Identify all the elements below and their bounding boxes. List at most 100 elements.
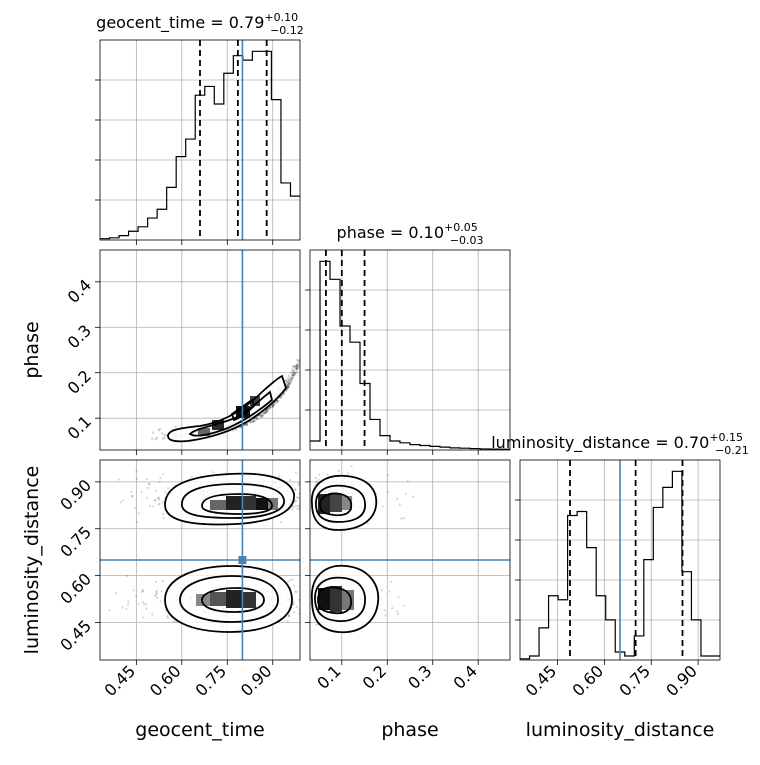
scatter-point (289, 380, 292, 384)
scatter-point (162, 517, 165, 520)
axis-label-geocent_time: geocent_time (135, 719, 264, 741)
truth-marker (238, 556, 247, 564)
scatter-point (287, 374, 290, 378)
scatter-point (155, 589, 158, 592)
title-geocent_time: geocent_time = 0.79+0.10 −0.12 (96, 11, 304, 37)
scatter-point (264, 409, 268, 413)
scatter-point (287, 377, 290, 380)
scatter-point (251, 420, 255, 424)
scatter-point (350, 465, 353, 468)
scatter-point (275, 400, 278, 403)
scatter-point (295, 365, 298, 368)
contour-pl-top-inner (319, 492, 353, 517)
contour-gp-inner (230, 398, 256, 422)
scatter-point (160, 589, 163, 593)
scatter-point (244, 423, 247, 426)
scatter-point (246, 423, 249, 426)
scatter-point (174, 425, 177, 428)
scatter-point (294, 488, 297, 491)
scatter-point (141, 589, 144, 592)
axis-label-phase-y: phase (21, 321, 43, 378)
scatter-point (260, 415, 263, 418)
scatter-point (296, 364, 299, 367)
scatter-point (287, 383, 290, 387)
scatter-point (285, 378, 288, 382)
scatter-point (297, 496, 300, 499)
scatter-point (271, 405, 274, 408)
scatter-point (140, 590, 144, 594)
scatter-point (287, 615, 290, 618)
scatter-point (296, 496, 299, 499)
scatter-point (388, 590, 391, 593)
scatter-point (167, 487, 170, 490)
scatter-point (271, 404, 274, 407)
tick-label-luminosity_distance: 0.75 (56, 522, 95, 561)
scatter-point (158, 427, 162, 431)
scatter-point (252, 419, 255, 423)
axis-label-luminosity_distance-y: luminosity_distance (21, 466, 43, 655)
scatter-point (161, 472, 165, 476)
scatter-point (287, 613, 291, 617)
scatter-point (141, 589, 144, 592)
scatter-point (381, 505, 384, 508)
panel-frame (309, 249, 511, 451)
tick-label-geocent_time: 0.45 (101, 661, 140, 700)
scatter-point (271, 404, 275, 407)
scatter-point (291, 508, 294, 511)
tick-label-geocent_time: 0.75 (191, 661, 230, 700)
scatter-point (135, 469, 138, 472)
scatter-point (295, 364, 298, 367)
tick-label-phase: 0.2 (359, 661, 390, 692)
scatter-point (131, 495, 134, 498)
tick-label-luminosity_distance: 0.60 (56, 569, 95, 608)
contour-gl-top-outer (164, 472, 295, 526)
tick-label-luminosity_distance: 0.75 (615, 661, 654, 700)
scatter-point (347, 472, 350, 475)
scatter-point (275, 401, 279, 404)
tick-label-phase: 0.3 (404, 661, 435, 692)
scatter-point (120, 501, 123, 504)
scatter-point (161, 513, 165, 516)
title-phase: phase = 0.10+0.05 −0.03 (337, 221, 484, 247)
scatter-point (174, 620, 177, 623)
scatter-point (295, 367, 299, 370)
scatter-point (259, 414, 262, 417)
scatter-point (132, 589, 135, 592)
scatter-point (151, 437, 154, 440)
scatter-point (135, 477, 138, 480)
contour-gl-bot-outer (164, 565, 293, 633)
scatter-point (292, 372, 295, 375)
scatter-point (255, 417, 259, 420)
scatter-point (295, 499, 298, 503)
scatter-point (146, 496, 149, 499)
scatter-point (244, 423, 247, 427)
scatter-point (142, 603, 146, 606)
scatter-point (292, 373, 296, 377)
scatter-point (270, 406, 274, 409)
scatter-point (314, 476, 317, 480)
scatter-point (293, 611, 296, 614)
scatter-point (163, 436, 166, 439)
scatter-point (276, 399, 279, 403)
scatter-point (252, 419, 256, 423)
scatter-point (289, 376, 292, 379)
scatter-point (292, 364, 295, 368)
axis-label-phase: phase (381, 719, 438, 741)
scatter-point (295, 364, 298, 368)
scatter-point (289, 478, 292, 482)
scatter-point (145, 603, 148, 606)
scatter-point (148, 483, 151, 486)
scatter-point (297, 359, 300, 362)
scatter-point (292, 372, 295, 375)
scatter-point (390, 580, 393, 583)
contour-gl-bot-inner (201, 587, 265, 613)
scatter-point (294, 366, 297, 369)
scatter-point (151, 613, 154, 616)
scatter-point (404, 492, 407, 495)
scatter-point (166, 615, 169, 618)
scatter-point (157, 496, 160, 499)
scatter-point (286, 385, 290, 389)
scatter-point (366, 522, 369, 525)
tick-label-geocent_time: 0.90 (237, 661, 276, 700)
